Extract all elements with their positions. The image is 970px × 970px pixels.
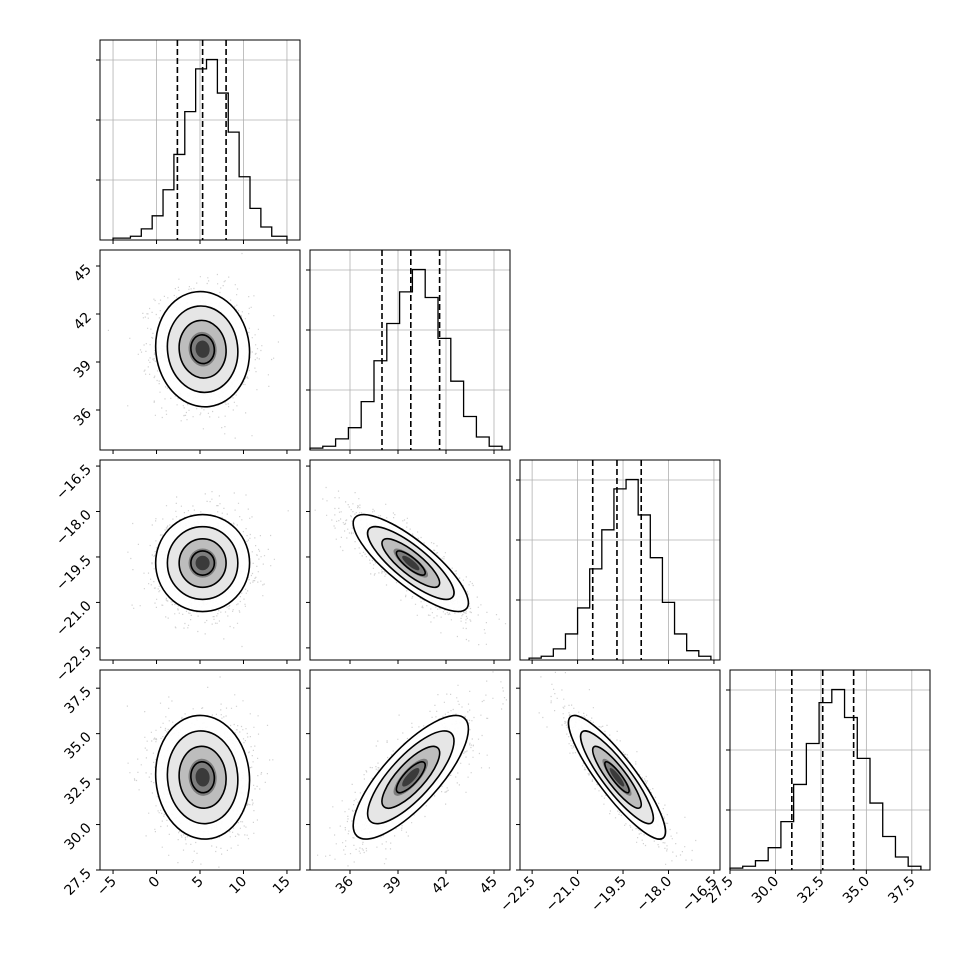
x-tick-label-1-3: 45	[477, 874, 501, 898]
x-tick-label-0-2: 5	[189, 874, 207, 892]
x-tick-label-3-2: 32.5	[794, 874, 827, 907]
joint-frame-2-3	[519, 669, 721, 871]
histogram-panel-0	[96, 39, 301, 241]
contour-line-1	[166, 305, 239, 394]
contour-line-3	[190, 761, 216, 794]
y-tick-label-1-0: 36	[71, 405, 95, 429]
histogram-step-1	[309, 268, 503, 450]
y-tick-label-1-3: 45	[71, 262, 95, 286]
histogram-panel-1	[306, 249, 511, 451]
histogram-panel-2	[516, 459, 721, 661]
contour-line-2	[381, 745, 441, 809]
contour-line-0	[352, 513, 470, 613]
y-tick-label-2-1: −21.0	[53, 598, 95, 640]
y-tick-label-3-3: 35.0	[61, 729, 94, 762]
x-tick-label-1-2: 42	[429, 874, 453, 898]
histogram-frame-1	[309, 249, 511, 451]
histogram-panel-3	[726, 669, 931, 871]
joint-frame-1-2	[309, 459, 511, 661]
x-tick-label-3-3: 35.0	[840, 874, 873, 907]
density-level-4	[402, 555, 420, 571]
y-tick-label-2-3: −18.0	[53, 507, 95, 549]
x-tick-label-2-0: −22.5	[497, 874, 539, 916]
x-tick-label-1-0: 36	[333, 873, 357, 897]
contour-line-1	[166, 525, 239, 601]
y-tick-label-1-1: 39	[71, 358, 95, 382]
contour-line-3	[190, 550, 216, 576]
x-tick-label-0-3: 10	[226, 874, 250, 898]
x-tick-label-2-1: −21.0	[543, 874, 585, 916]
contour-line-1	[166, 730, 239, 825]
contour-line-2	[178, 745, 227, 809]
y-tick-label-2-2: −19.5	[53, 552, 95, 594]
histogram-step-0	[112, 58, 288, 240]
y-tick-label-1-2: 42	[71, 310, 95, 334]
density-level-4	[195, 767, 210, 787]
x-tick-label-3-4: 37.5	[885, 874, 918, 907]
x-tick-label-2-3: −18.0	[634, 874, 676, 916]
y-tick-label-3-4: 37.5	[61, 684, 94, 717]
histogram-frame-2	[519, 459, 721, 661]
histogram-step-3	[729, 688, 922, 870]
density-level-4	[195, 555, 210, 571]
contour-line-0	[154, 714, 251, 840]
x-tick-label-0-4: 15	[270, 874, 294, 898]
x-tick-label-1-1: 39	[381, 874, 405, 898]
joint-panel-0-1	[99, 249, 301, 451]
contour-line-0	[154, 513, 251, 613]
contour-line-0	[154, 290, 251, 408]
contour-line-1	[579, 730, 655, 825]
contour-line-2	[178, 319, 227, 379]
density-level-4	[609, 767, 625, 787]
contour-line-2	[381, 537, 441, 589]
contour-line-3	[395, 761, 426, 794]
joint-panel-0-3	[99, 669, 301, 871]
x-tick-label-0-0: −5	[94, 874, 120, 900]
y-tick-label-2-0: −22.5	[53, 643, 95, 685]
joint-panel-2-3	[519, 669, 721, 871]
joint-frame-1-3	[309, 669, 511, 871]
histogram-step-2	[528, 478, 712, 660]
x-tick-label-3-1: 30.0	[749, 874, 782, 907]
contour-line-3	[190, 334, 216, 365]
histogram-frame-3	[729, 669, 931, 871]
contour-line-1	[366, 525, 455, 601]
y-tick-label-3-2: 32.5	[61, 775, 94, 808]
density-level-4	[195, 340, 210, 358]
joint-panel-1-2	[309, 459, 511, 661]
y-tick-label-3-0: 27.5	[61, 866, 94, 899]
contour-line-2	[591, 745, 643, 809]
y-tick-label-2-4: −16.5	[53, 462, 95, 504]
contour-line-0	[567, 714, 667, 840]
y-tick-label-3-1: 30.0	[61, 820, 94, 853]
contour-line-3	[395, 550, 426, 576]
density-level-4	[402, 767, 420, 787]
contour-line-0	[352, 714, 470, 840]
contour-line-1	[366, 730, 455, 825]
x-tick-label-0-1: 0	[146, 874, 164, 892]
joint-panel-1-3	[309, 669, 511, 871]
x-tick-label-2-2: −19.5	[588, 874, 630, 916]
contour-line-3	[604, 761, 630, 794]
contour-line-2	[178, 537, 227, 589]
joint-panel-0-2	[99, 459, 301, 661]
